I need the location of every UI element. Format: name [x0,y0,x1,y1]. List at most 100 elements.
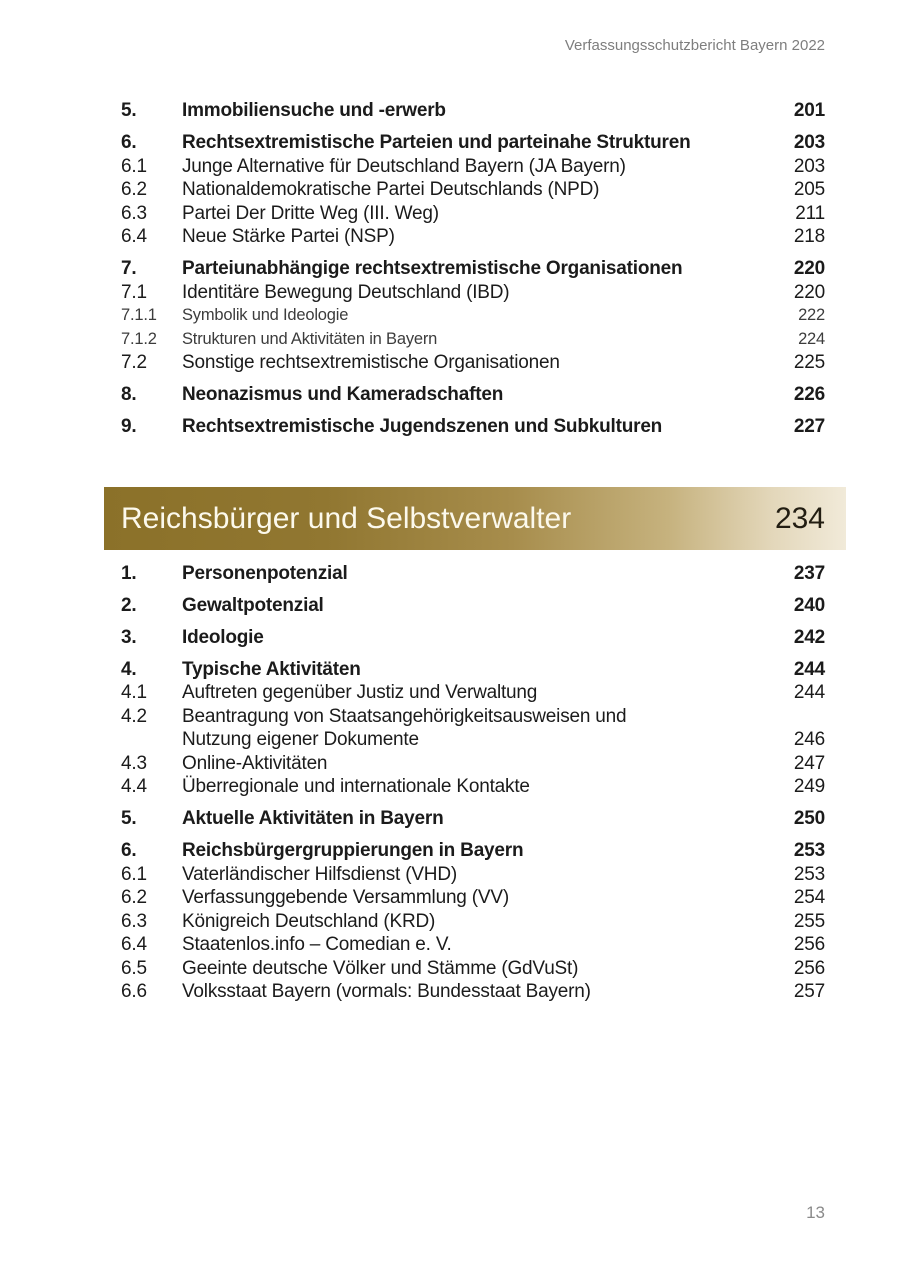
toc-entry-number: 6.2 [121,887,147,908]
toc-entry: 4.2 Beantragung von Staatsangehörigkeitsa… [0,705,900,752]
toc-entry-page-number: 240 [793,594,825,616]
toc-entry: 6.4 Staatenlos.info – Comedian e. V. 256 [0,933,900,957]
toc-entry-number: 4.3 [121,752,147,774]
toc-entry-title: Nationaldemokratische Partei Deutschland… [182,179,600,200]
toc-entry-title: Sonstige rechtsextremistische Organisati… [182,352,560,373]
toc-entry-title: Strukturen und Aktivitäten in Bayern [182,329,438,348]
toc-entry-number: 6.1 [121,863,147,885]
toc-entry-page-number: 220 [793,258,825,279]
toc-entry: 7.1 Identitäre Bewegung Deutschland (IBD)… [0,281,900,305]
toc-entry: 6. Reichsbürgergruppierungen in Bayern 253 [0,839,900,863]
toc-entry-title: Volksstaat Bayern (vormals: Bundesstaat … [182,981,591,1002]
toc-entry-title: Vaterländischer Hilfsdienst (VHD) [182,863,457,885]
toc-entry-number: 6.2 [121,179,147,200]
toc-entry: 2. Gewaltpotenzial 240 [0,594,900,618]
toc-group: 6. Reichsbürgergruppierungen in Bayern 253… [0,839,900,1004]
toc-entry-page-number: 250 [793,808,825,829]
toc-entry-page-number: 249 [793,776,825,797]
chapter-banner: Reichsbürger und Selbstverwalter 234 [104,487,846,550]
table-of-contents: 5. Immobiliensuche und -erwerb 201 6. Rechts… [0,99,900,1004]
toc-entry-page-number: 227 [793,416,825,437]
toc-group: 1. Personenpotenzial 237 [0,562,900,586]
toc-entry-page-number: 211 [795,202,825,224]
toc-group: 6. Rechtsextremistische Parteien und part… [0,131,900,249]
toc-entry-number: 1. [121,562,137,584]
toc-group: 4. Typische Aktivitäten 244 4.1 Auftreten ge… [0,658,900,799]
toc-entry: 7. Parteiunabhängige rechtsextremistische… [0,257,900,281]
toc-entry-page-number: 253 [793,840,825,861]
toc-entry: 1. Personenpotenzial 237 [0,562,900,586]
toc-entry-title: Junge Alternative für Deutschland Bayern… [182,155,626,177]
toc-entry-title: Personenpotenzial [182,562,348,584]
toc-entry-number: 4.1 [121,682,147,703]
toc-entry-title: Neonazismus und Kameradschaften [182,384,504,405]
toc-entry-page-number: 247 [793,752,825,774]
toc-entry: 6.2 Nationaldemokratische Partei Deutschl… [0,178,900,202]
toc-entry-title: Geeinte deutsche Völker und Stämme (GdVu… [182,957,579,979]
toc-entry: 5. Immobiliensuche und -erwerb 201 [0,99,900,123]
toc-entry: 4.4 Überregionale und internationale Kont… [0,775,900,799]
toc-group: 5. Aktuelle Aktivitäten in Bayern 250 [0,807,900,831]
toc-entry-page-number: 254 [793,887,825,908]
toc-entry-title: Immobiliensuche und -erwerb [182,100,446,121]
page-number-folio: 13 [806,1203,825,1222]
toc-entry-page-number: 224 [798,329,825,348]
toc-entry-page-number: 256 [793,934,825,955]
running-header: Verfassungsschutzbericht Bayern 2022 [564,37,825,54]
toc-entry-number: 8. [121,384,137,405]
toc-group: 9. Rechtsextremistische Jugendszenen und … [0,415,900,439]
toc-entry: 9. Rechtsextremistische Jugendszenen und … [0,415,900,439]
toc-entry-title: Typische Aktivitäten [182,658,361,680]
toc-entry: 3. Ideologie 242 [0,626,900,650]
toc-entry-number: 3. [121,626,137,648]
toc-entry-title: Verfassunggebende Versammlung (VV) [182,887,509,908]
toc-entry-title: Partei Der Dritte Weg (III. Weg) [182,202,439,224]
toc-entry-page-number: 205 [793,179,825,200]
toc-entry: 4.1 Auftreten gegenüber Justiz und Verwal… [0,681,900,705]
toc-entry-page-number: 220 [793,281,825,303]
toc-entry: 7.1.1 Symbolik und Ideologie 222 [0,304,900,328]
toc-entry: 6.6 Volksstaat Bayern (vormals: Bundessta… [0,980,900,1004]
toc-section-bottom: 1. Personenpotenzial 237 2. Gewaltpotenzial 2… [0,562,900,1004]
toc-entry-title: Rechtsextremistische Jugendszenen und Su… [182,416,663,437]
toc-entry: 5. Aktuelle Aktivitäten in Bayern 250 [0,807,900,831]
toc-entry-title-line: Nutzung eigener Dokumente [182,729,419,750]
toc-entry: 6.1 Vaterländischer Hilfsdienst (VHD) 253 [0,863,900,887]
toc-entry: 8. Neonazismus und Kameradschaften 226 [0,383,900,407]
toc-entry-title: Neue Stärke Partei (NSP) [182,226,395,247]
chapter-banner-title: Reichsbürger und Selbstverwalter [121,501,572,535]
toc-entry-title: Symbolik und Ideologie [182,306,349,324]
toc-entry-number: 6. [121,840,137,861]
toc-group: 7. Parteiunabhängige rechtsextremistische… [0,257,900,375]
toc-entry: 7.1.2 Strukturen und Aktivitäten in Bayer… [0,328,900,352]
toc-entry-title: Rechtsextremistische Parteien und partei… [182,132,691,153]
toc-entry-title: Gewaltpotenzial [182,594,324,616]
toc-entry-title-line: Beantragung von Staatsangehörigkeitsausw… [182,705,627,727]
toc-entry-title: Parteiunabhängige rechtsextremistische O… [182,258,683,279]
toc-entry-page-number: 244 [793,658,825,680]
toc-entry-title: Identitäre Bewegung Deutschland (IBD) [182,281,510,303]
toc-entry: 4.3 Online-Aktivitäten 247 [0,752,900,776]
toc-entry-number: 6.3 [121,910,147,932]
toc-entry: 6.3 Königreich Deutschland (KRD) 255 [0,910,900,934]
toc-entry-page-number: 257 [793,981,825,1002]
toc-entry-number: 2. [121,594,137,616]
toc-entry-page-number: 255 [793,910,825,932]
toc-entry-number: 7. [121,258,137,279]
toc-entry-number: 7.2 [121,352,147,373]
toc-group: 3. Ideologie 242 [0,626,900,650]
toc-entry-page-number: 226 [793,384,825,405]
toc-entry: 6.4 Neue Stärke Partei (NSP) 218 [0,225,900,249]
toc-entry-number: 6.5 [121,957,147,979]
toc-entry-page-number: 225 [793,352,825,373]
toc-entry-title: Ideologie [182,626,264,648]
toc-entry-title: Reichsbürgergruppierungen in Bayern [182,840,524,861]
toc-entry-page-number: 218 [793,226,825,247]
toc-entry: 7.2 Sonstige rechtsextremistische Organis… [0,351,900,375]
toc-entry-number: 9. [121,416,137,437]
toc-entry-title: Königreich Deutschland (KRD) [182,910,436,932]
toc-entry-page-number: 244 [793,682,825,703]
toc-entry-number: 4.2 [121,705,147,727]
toc-entry: 6.1 Junge Alternative für Deutschland Bay… [0,155,900,179]
toc-entry-number: 6.6 [121,981,147,1002]
